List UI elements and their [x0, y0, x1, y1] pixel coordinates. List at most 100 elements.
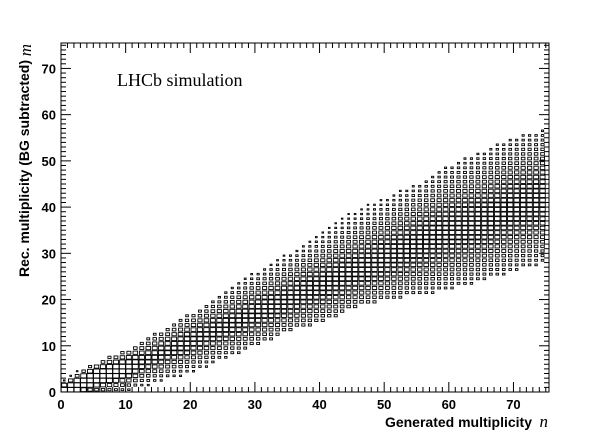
bin-box: [229, 308, 236, 314]
bin-box: [372, 212, 377, 216]
bin-box: [99, 373, 107, 379]
bin-box: [242, 295, 248, 300]
bin-box: [133, 383, 138, 387]
bin-box: [223, 309, 229, 314]
bin-box: [268, 285, 274, 291]
bin-box: [539, 202, 546, 208]
bin-box: [514, 143, 519, 147]
bin-box: [443, 262, 449, 267]
bin-box: [281, 272, 287, 276]
bin-box: [112, 373, 120, 379]
bin-box: [429, 207, 436, 212]
bin-box: [500, 193, 507, 198]
bin-box: [533, 225, 539, 231]
bin-box: [352, 285, 358, 291]
bin-box: [488, 170, 494, 175]
bin-box: [390, 244, 398, 249]
bin-box: [539, 170, 546, 175]
x-axis-title: Generated multiplicity n: [385, 412, 548, 431]
bin-box: [300, 309, 307, 314]
bin-box: [209, 331, 217, 337]
bin-box: [217, 304, 222, 309]
bin-box: [417, 189, 422, 193]
bin-box: [146, 337, 151, 341]
bin-box: [256, 277, 260, 281]
bin-box: [184, 318, 190, 322]
bin-box: [520, 230, 526, 235]
bin-box: [501, 258, 506, 262]
bin-box: [403, 243, 410, 249]
bin-box: [145, 359, 152, 365]
bin-box: [203, 341, 210, 346]
bin-box: [360, 212, 363, 216]
bin-box: [520, 235, 526, 240]
bin-box: [269, 263, 273, 267]
bin-box: [120, 383, 125, 387]
y-tick-label: 30: [42, 246, 56, 261]
bin-box: [507, 220, 514, 226]
bin-box: [242, 332, 248, 337]
bin-box: [68, 378, 74, 383]
bin-box: [377, 262, 385, 268]
bin-box: [489, 148, 493, 151]
bin-box: [527, 156, 532, 161]
bin-box: [403, 225, 410, 231]
bin-box: [494, 184, 501, 189]
bin-box: [132, 373, 139, 378]
bin-box: [358, 285, 365, 291]
bin-box: [494, 225, 501, 231]
bin-box: [540, 129, 545, 133]
bin-box: [306, 294, 313, 300]
bin-box: [281, 323, 287, 327]
bin-box: [417, 207, 423, 212]
bin-box: [217, 351, 222, 355]
bin-box: [321, 231, 325, 234]
bin-box: [508, 147, 513, 151]
bin-box: [423, 225, 430, 231]
bin-box: [507, 197, 514, 203]
bin-box: [404, 286, 409, 290]
bin-box: [365, 285, 371, 291]
bin-box: [520, 225, 527, 231]
bin-box: [507, 184, 514, 189]
bin-box: [333, 314, 338, 318]
bin-box: [527, 143, 532, 147]
bin-box: [365, 281, 371, 286]
bin-box: [371, 235, 378, 240]
bin-box: [281, 318, 287, 323]
bin-box: [294, 318, 300, 323]
bin-box: [242, 308, 249, 314]
bin-box: [300, 276, 307, 281]
bin-box: [158, 345, 165, 351]
bin-box: [442, 258, 449, 263]
bin-box: [513, 197, 520, 203]
bin-box: [327, 235, 331, 239]
bin-box: [443, 286, 448, 290]
bin-box: [469, 277, 474, 281]
bin-box: [519, 207, 527, 212]
bin-box: [352, 290, 358, 295]
bin-box: [159, 332, 164, 336]
bin-box: [416, 221, 423, 226]
bin-box: [416, 225, 423, 231]
bin-box: [507, 170, 513, 175]
bin-box: [397, 225, 404, 231]
bin-box: [384, 262, 391, 268]
bin-box: [442, 244, 449, 249]
bin-box: [502, 147, 506, 151]
bin-box: [339, 280, 346, 286]
bin-box: [217, 355, 222, 359]
bin-box: [119, 355, 126, 360]
bin-box: [197, 355, 203, 360]
bin-box: [274, 318, 281, 323]
bin-box: [352, 239, 358, 244]
bin-box: [275, 268, 280, 271]
bin-box: [448, 234, 456, 240]
bin-box: [436, 277, 442, 281]
bin-box: [306, 280, 313, 286]
bin-box: [196, 327, 204, 332]
bin-box: [255, 332, 261, 337]
bin-box: [146, 379, 151, 382]
bin-box: [177, 355, 184, 360]
bin-box: [449, 267, 455, 272]
